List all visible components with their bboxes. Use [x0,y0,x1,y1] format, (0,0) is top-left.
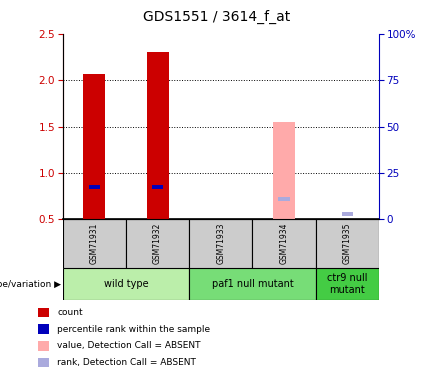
Text: GSM71931: GSM71931 [90,223,99,264]
FancyBboxPatch shape [189,268,316,300]
Text: GSM71935: GSM71935 [343,223,352,264]
Text: GSM71932: GSM71932 [153,223,162,264]
Bar [146,53,169,219]
FancyBboxPatch shape [189,219,252,268]
FancyBboxPatch shape [316,268,379,300]
Text: value, Detection Call = ABSENT: value, Detection Call = ABSENT [57,341,200,350]
Bar [152,186,163,189]
Bar [38,358,48,368]
Text: GDS1551 / 3614_f_at: GDS1551 / 3614_f_at [143,9,290,24]
Text: GSM71934: GSM71934 [280,223,288,264]
Bar [38,324,48,334]
FancyBboxPatch shape [63,268,189,300]
FancyBboxPatch shape [316,219,379,268]
Text: paf1 null mutant: paf1 null mutant [212,279,293,289]
Bar [38,308,48,317]
Text: genotype/variation ▶: genotype/variation ▶ [0,280,61,289]
FancyBboxPatch shape [63,219,126,268]
Bar [273,122,295,219]
FancyBboxPatch shape [126,219,189,268]
Text: GSM71933: GSM71933 [216,223,225,264]
Text: wild type: wild type [103,279,149,289]
Text: ctr9 null
mutant: ctr9 null mutant [327,273,368,295]
Bar [278,197,290,201]
Bar [89,186,100,189]
Bar [83,74,106,219]
FancyBboxPatch shape [252,219,316,268]
Bar [342,212,353,216]
Text: rank, Detection Call = ABSENT: rank, Detection Call = ABSENT [57,358,196,368]
Text: count: count [57,308,83,316]
Bar [38,341,48,351]
Text: percentile rank within the sample: percentile rank within the sample [57,324,210,334]
